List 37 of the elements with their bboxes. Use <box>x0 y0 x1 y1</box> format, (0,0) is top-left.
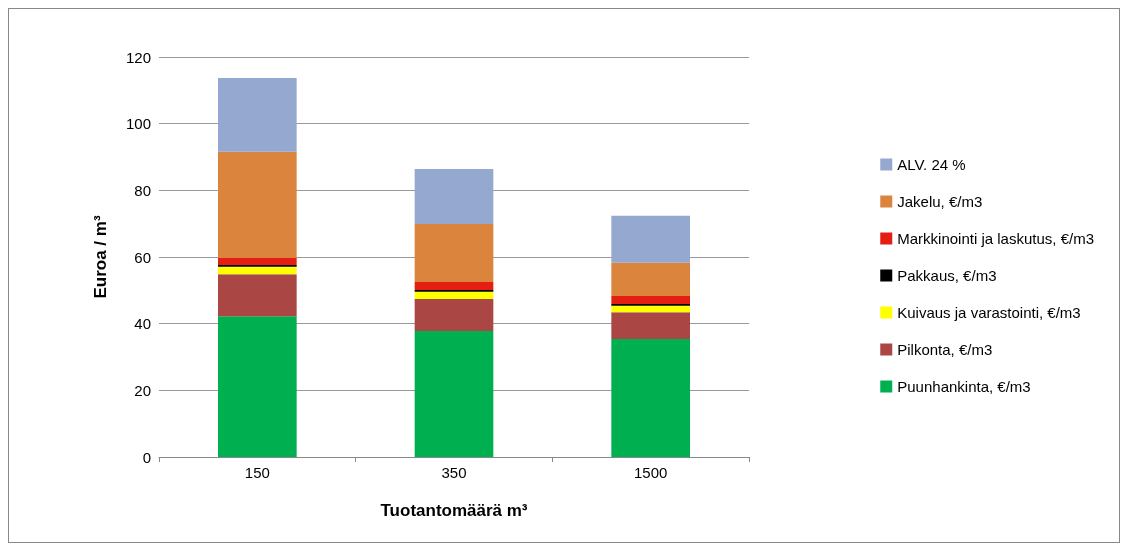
bar <box>414 291 494 299</box>
legend-label: Pilkonta, €/m3 <box>897 341 993 358</box>
y-tick-label: 100 <box>125 115 151 133</box>
y-axis-title: Euroa / m³ <box>91 215 110 299</box>
bar <box>611 339 690 457</box>
bar <box>611 296 690 304</box>
bar <box>414 169 494 224</box>
x-tick-label: 150 <box>244 464 270 481</box>
bar <box>414 224 494 282</box>
legend-label: ALV. 24 % <box>897 156 966 173</box>
bar <box>414 282 494 290</box>
bar <box>611 305 690 313</box>
bar <box>218 78 297 152</box>
bar <box>218 266 297 275</box>
bar <box>611 312 690 339</box>
y-tick-label: 20 <box>134 381 151 399</box>
legend-label: Markkinointi ja laskutus, €/m3 <box>897 230 1095 247</box>
y-tick-label: 40 <box>134 315 151 333</box>
bar <box>414 299 494 331</box>
legend-label: Pakkaus, €/m3 <box>897 267 997 284</box>
y-tick-label: 80 <box>134 181 151 199</box>
bar <box>218 274 297 317</box>
y-tick-label: 120 <box>125 48 151 66</box>
bar <box>218 316 297 457</box>
bar <box>414 331 494 457</box>
y-tick-label: 0 <box>142 448 151 466</box>
bar <box>218 258 297 265</box>
bar <box>218 151 297 258</box>
legend-label: Kuivaus ja varastointi, €/m3 <box>897 304 1081 321</box>
x-tick-label: 350 <box>441 464 467 481</box>
bar <box>611 215 690 263</box>
legend-label: Jakelu, €/m3 <box>897 193 983 210</box>
legend-label: Puunhankinta, €/m3 <box>897 378 1031 395</box>
x-axis-title: Tuotantomäärä m³ <box>380 501 528 520</box>
x-tick-label: 1500 <box>633 464 668 481</box>
bar <box>611 262 690 296</box>
y-tick-label: 60 <box>134 248 151 266</box>
